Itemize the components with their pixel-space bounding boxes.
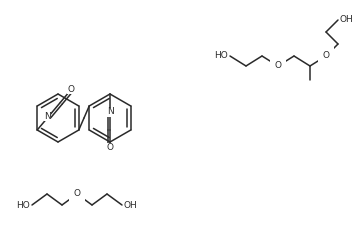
- Text: N: N: [44, 112, 51, 121]
- Text: O: O: [107, 142, 114, 152]
- Text: HO: HO: [16, 200, 30, 210]
- Text: HO: HO: [214, 51, 228, 61]
- Text: O: O: [67, 85, 74, 94]
- Text: OH: OH: [340, 15, 354, 25]
- Text: N: N: [107, 108, 113, 117]
- Text: O: O: [322, 51, 330, 61]
- Text: OH: OH: [124, 200, 138, 210]
- Text: O: O: [74, 189, 80, 199]
- Text: O: O: [274, 62, 281, 71]
